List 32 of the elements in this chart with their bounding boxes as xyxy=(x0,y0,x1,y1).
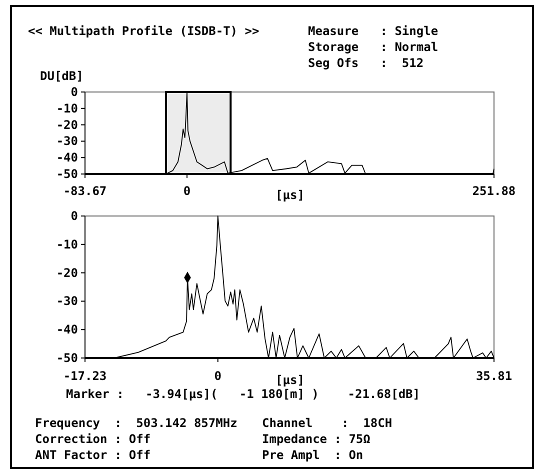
y-tick-label: -30 xyxy=(56,294,78,308)
x-axis-title: [μs] xyxy=(276,188,304,202)
y-tick-label: -20 xyxy=(56,118,78,132)
x-tick-label: 0 xyxy=(214,369,222,383)
y-tick-label: -30 xyxy=(56,134,78,148)
y-tick-label: -20 xyxy=(56,266,78,280)
text: Channel : 18CH xyxy=(262,416,392,430)
text: Pre Ampl : On xyxy=(262,448,364,462)
text: Seg Ofs : 512 xyxy=(308,56,424,70)
x-axis-title: [μs] xyxy=(276,373,304,387)
chart-title: << Multipath Profile (ISDB-T) >> xyxy=(28,24,260,38)
x-tick-label: -83.67 xyxy=(63,184,107,198)
x-tick-label: 0 xyxy=(183,184,191,198)
text: Measure : Single xyxy=(308,24,438,38)
y-axis-title: DU[dB] xyxy=(40,69,84,83)
y-tick-label: -10 xyxy=(56,101,78,116)
x-tick-label: 35.81 xyxy=(476,369,512,383)
y-tick-label: 0 xyxy=(70,85,78,99)
text: Impedance : 75Ω xyxy=(262,432,370,446)
y-tick-label: -10 xyxy=(56,237,78,252)
text: Frequency : 503.142 857MHz xyxy=(35,416,238,430)
text: Marker : -3.94[μs]( -1 180[m] ) -21.68[dB] xyxy=(66,387,420,401)
x-tick-label: -17.23 xyxy=(63,369,107,383)
x-tick-label: 251.88 xyxy=(472,184,516,198)
y-tick-label: -40 xyxy=(56,322,78,337)
text: ANT Factor : Off xyxy=(35,448,151,462)
y-tick-label: -50 xyxy=(56,351,78,365)
y-tick-label: -40 xyxy=(56,150,78,165)
y-tick-label: -50 xyxy=(56,167,78,181)
text: Storage : Normal xyxy=(308,40,438,54)
text: Correction : Off xyxy=(35,432,151,446)
y-tick-label: 0 xyxy=(70,209,78,223)
